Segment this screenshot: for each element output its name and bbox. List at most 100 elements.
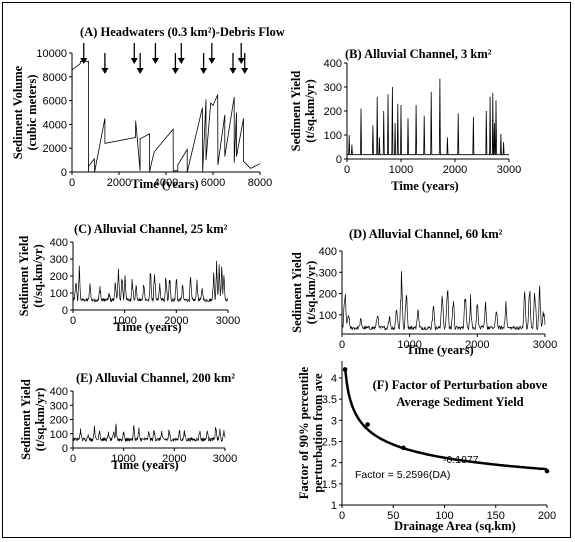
- panel-f-data-point: [365, 422, 370, 427]
- panel-a-arrow: [136, 53, 144, 74]
- panel-f-y-tick-label: 1: [331, 500, 337, 512]
- panel-d-x-tick-label: 1000: [397, 339, 421, 351]
- panel-a-arrow: [171, 53, 179, 74]
- panel-a-arrow-head: [136, 68, 144, 74]
- panel-f-x-tick-label: 50: [387, 510, 399, 522]
- panel-f-title-line-2: Average Sediment Yield: [396, 395, 523, 409]
- panel-c-xlabel: Time (years): [114, 320, 181, 334]
- panel-b-y-tick-label: 300: [324, 82, 342, 94]
- panel-a-arrow-head: [130, 58, 138, 64]
- panel-b-plot: 0 1000 2000 3000 0 100 200 300 400 Sediment Yield…: [289, 58, 521, 176]
- panel-a-arrow: [241, 53, 249, 74]
- panel-e-y-tick-label: 0: [62, 443, 68, 455]
- panel-c-ylabel-line-1: Sediment Yield: [17, 236, 31, 317]
- panel-a-ylabel-line-2: (cubic meters): [25, 74, 39, 150]
- panel-f-x-tick-label: 200: [538, 510, 556, 522]
- panel-f-ylabel-line-2: perturbation from ave: [311, 373, 325, 493]
- panel-c-y-tick-label: 0: [62, 305, 68, 317]
- panel-d-xlabel: Time (years): [406, 343, 473, 357]
- panel-f-x-tick-label: 100: [435, 510, 453, 522]
- panel-d: (D) Alluvial Channel, 60 km² Time (years…: [290, 227, 557, 357]
- panel-f-data-point: [401, 445, 406, 451]
- panel-a-x-tick-label: 0: [69, 177, 75, 189]
- panel-d-x-tick-label: 3000: [533, 339, 557, 351]
- panel-e-title: (E) Alluvial Channel, 200 km²: [76, 371, 235, 385]
- panel-b: (B) Alluvial Channel, 3 km² Time (years)…: [289, 47, 521, 193]
- panel-a-ylabel-line-1: Sediment Volume: [11, 65, 25, 159]
- panel-f-ylabel-line-1: Factor of 90% percentile: [297, 366, 311, 499]
- panel-c-y-tick-label: 200: [50, 271, 68, 283]
- panel-d-series-line: [341, 271, 546, 331]
- panel-d-y-tick-label: 200: [319, 289, 337, 301]
- panel-f-y-tick-label: 3.5: [322, 394, 337, 406]
- panel-a-y-tick-label: 10000: [36, 48, 67, 60]
- panel-a-arrow: [229, 53, 237, 74]
- panel-f-plot: 0 50 100 150 200 1 1.5 2 2.5 3 3.5 4 Factor of 90% p…: [297, 361, 556, 522]
- panel-f-y-tick-label: 2: [331, 458, 337, 470]
- panel-e-x-tick-label: 3000: [213, 453, 237, 465]
- panel-a-x-tick-label: 2000: [107, 177, 131, 189]
- panel-e-y-tick-label: 200: [50, 415, 68, 427]
- panel-a-arrow-head: [241, 68, 249, 74]
- panel-d-x-tick-label: 0: [339, 339, 345, 351]
- panel-a-x-tick-label: 6000: [201, 177, 225, 189]
- panel-a: (A) Headwaters (0.3 km²)-Debris Flow Tim…: [11, 25, 285, 191]
- panel-a-series-line: [71, 60, 261, 173]
- panel-c-plot: 0 1000 2000 3000 0 100 200 300 400 Sediment Yield…: [17, 236, 240, 327]
- panel-b-y-tick-label: 200: [324, 106, 342, 118]
- panel-f-data-point: [544, 468, 550, 474]
- panel-e-y-tick-label: 300: [50, 400, 68, 412]
- panel-e-xlabel: Time (years): [111, 458, 178, 472]
- panel-a-y-tick-label: 2000: [43, 143, 67, 155]
- panel-b-x-tick-label: 0: [344, 164, 350, 176]
- panel-c-y-tick-label: 400: [50, 237, 68, 249]
- panel-a-arrow: [101, 53, 109, 74]
- panel-b-ylabel-line-2: (t/sq.km/yr): [303, 79, 317, 143]
- panel-a-x-tick-label: 8000: [248, 177, 272, 189]
- panel-c: (C) Alluvial Channel, 25 km² Time (years…: [17, 222, 240, 334]
- panel-f-fit-curve: [343, 367, 548, 471]
- panel-a-arrow-head: [171, 68, 179, 74]
- panel-a-arrow-head: [237, 58, 245, 64]
- panel-c-y-tick-label: 300: [50, 254, 68, 266]
- panel-c-ylabel-line-2: (t/sq.km/yr): [31, 244, 45, 308]
- panel-b-y-tick-label: 0: [336, 154, 342, 166]
- panel-a-arrow: [208, 43, 216, 64]
- panel-e-x-tick-label: 2000: [162, 453, 186, 465]
- panel-e-y-tick-label: 400: [50, 386, 68, 398]
- panel-b-y-tick-label: 100: [324, 130, 342, 142]
- panel-e-ylabel-line-1: Sediment Yield: [19, 379, 33, 460]
- panel-c-title: (C) Alluvial Channel, 25 km²: [74, 222, 228, 236]
- panel-a-x-tick-label: 4000: [154, 177, 178, 189]
- panel-f-title-line-1: (F) Factor of Perturbation above: [373, 378, 548, 392]
- panel-c-y-tick-label: 100: [50, 288, 68, 300]
- panel-d-x-tick-label: 2000: [465, 339, 489, 351]
- panel-a-arrow: [151, 43, 159, 64]
- panel-a-xlabel: Time (years): [131, 177, 198, 191]
- panel-a-y-tick-label: 6000: [43, 96, 67, 108]
- panel-c-x-tick-label: 2000: [164, 315, 188, 327]
- panel-e: (E) Alluvial Channel, 200 km² Time (year…: [19, 371, 237, 472]
- panel-b-ylabel-line-1: Sediment Yield: [289, 71, 303, 152]
- panel-d-plot: 0 1000 2000 3000 100 200 300 400 Sediment Yield(…: [290, 246, 557, 351]
- panel-d-title: (D) Alluvial Channel, 60 km²: [349, 227, 503, 241]
- panel-f-y-tick-label: 2.5: [322, 436, 337, 448]
- panel-e-x-tick-label: 0: [70, 453, 76, 465]
- panel-e-ylabel-line-2: (t/sq.km/yr): [33, 388, 47, 452]
- panel-a-arrow-head: [151, 58, 159, 64]
- panel-f-y-tick-label: 3: [331, 415, 337, 427]
- panel-f-y-tick-label: 4: [331, 373, 337, 385]
- panel-a-arrow-head: [177, 58, 185, 64]
- panel-b-y-tick-label: 400: [324, 58, 342, 70]
- panel-a-y-tick-label: 0: [61, 167, 67, 179]
- panel-c-x-tick-label: 1000: [112, 315, 136, 327]
- panel-a-title: (A) Headwaters (0.3 km²)-Debris Flow: [80, 25, 285, 39]
- panel-a-arrow: [130, 43, 138, 64]
- panel-f-data-point: [342, 367, 348, 372]
- panel-a-arrow: [200, 53, 208, 74]
- panel-b-x-tick-label: 1000: [389, 164, 413, 176]
- panel-f-fit-equation: Factor = 5.2596(DA): [355, 469, 450, 481]
- panel-f-x-tick-label: 150: [487, 510, 505, 522]
